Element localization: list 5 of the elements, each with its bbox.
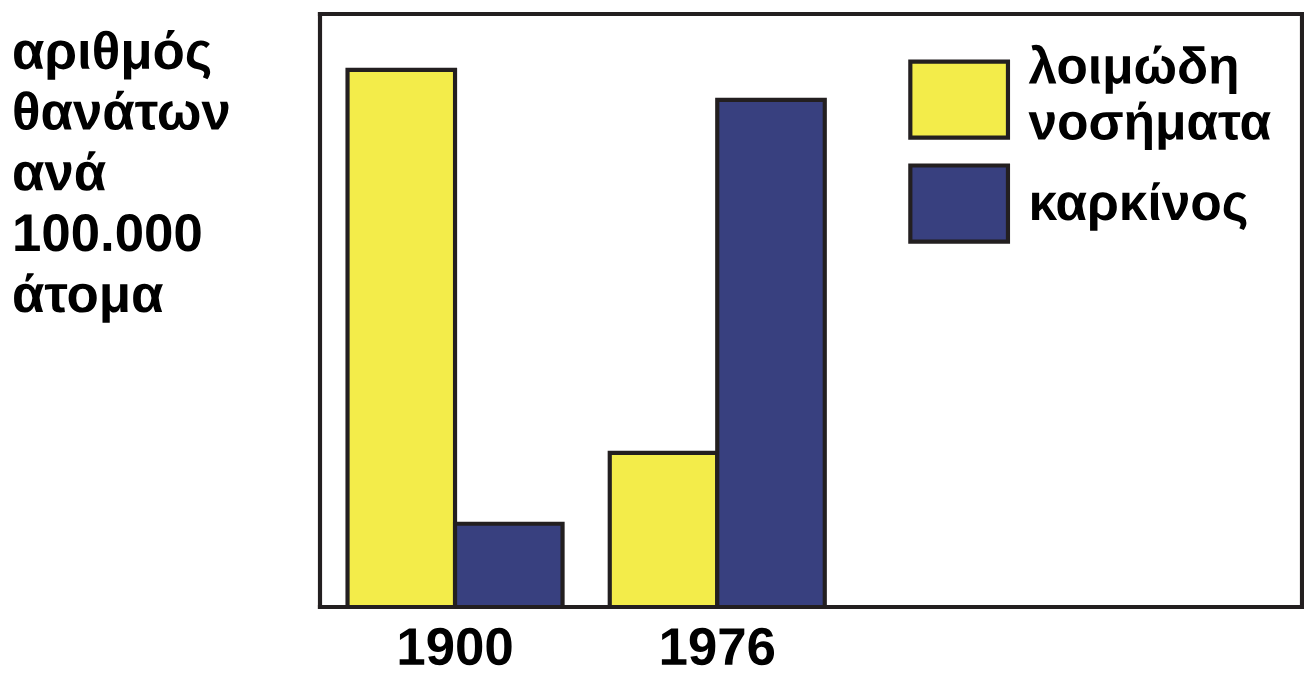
legend-label: καρκίνος <box>1032 182 1247 231</box>
legend-label: λοιμώδη νοσήματα <box>1028 44 1271 151</box>
x-tick-label: 1900 <box>399 627 512 666</box>
y-axis-title: αριθμός θανάτων ανά 100.000 άτομα <box>14 30 229 323</box>
x-tick-label: 1976 <box>661 627 775 666</box>
